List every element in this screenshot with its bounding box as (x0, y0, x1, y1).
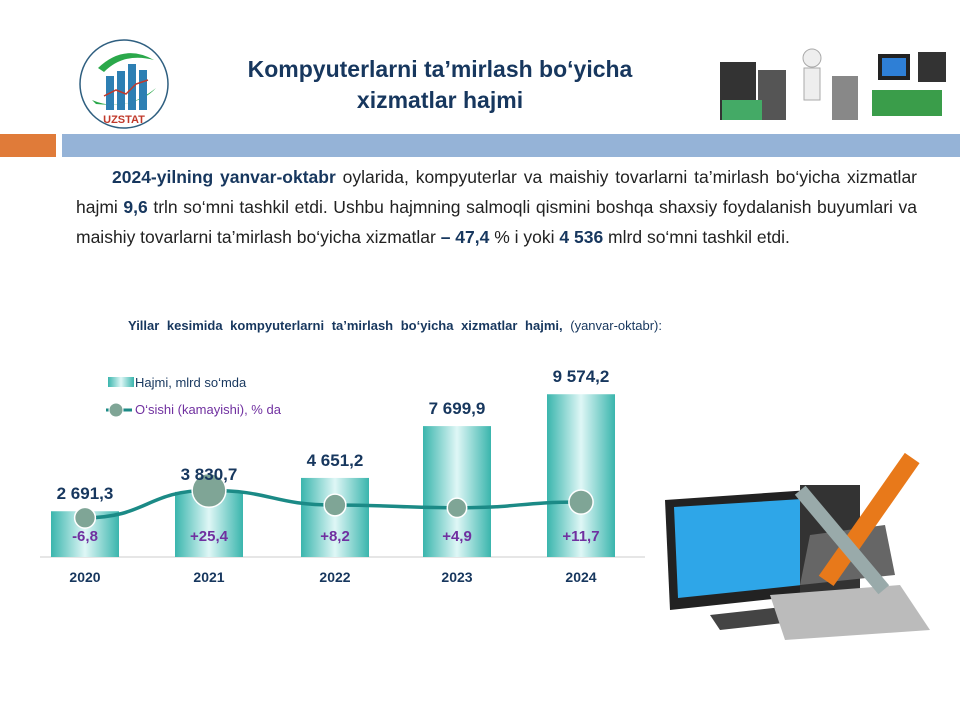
legend-bar-swatch (108, 377, 134, 387)
growth-value-label: +25,4 (190, 528, 229, 545)
growth-marker-2024 (568, 489, 594, 515)
summary-paragraph: 2024-yilning yanvar-oktabr oylarida, kom… (76, 167, 918, 247)
title-line-2: xizmatlar hajmi (356, 87, 524, 113)
uzstat-logo: UZSTAT (78, 38, 170, 135)
bar-value-label: 9 574,2 (553, 367, 610, 386)
growth-value-label: +4,9 (442, 528, 472, 545)
bar-value-label: 4 651,2 (307, 451, 364, 470)
svg-text:UZSTAT: UZSTAT (103, 114, 145, 126)
orange-band (0, 134, 56, 157)
chart-title: Yillar kesimida kompyuterlarni ta’mirlas… (128, 318, 662, 333)
growth-value-label: +11,7 (562, 528, 599, 545)
x-tick-label: 2021 (193, 569, 224, 585)
computer-repair-illustration (660, 435, 950, 650)
x-tick-label: 2022 (319, 569, 350, 585)
legend-line-label: O‘sishi (kamayishi), % da (135, 402, 282, 417)
x-tick-label: 2023 (441, 569, 472, 585)
computer-parts-image (712, 40, 952, 135)
bar-2022 (301, 477, 369, 557)
legend-bar-label: Hajmi, mlrd so‘mda (135, 375, 247, 390)
growth-value-label: +8,2 (320, 528, 350, 545)
x-tick-label: 2024 (565, 569, 596, 585)
growth-marker-2022 (323, 493, 347, 517)
bar-value-label: 3 830,7 (181, 465, 238, 484)
chart: Hajmi, mlrd so‘mda O‘sishi (kamayishi), … (40, 367, 645, 585)
legend: Hajmi, mlrd so‘mda O‘sishi (kamayishi), … (106, 375, 282, 418)
legend-line-marker (108, 402, 124, 418)
bar-value-label: 2 691,3 (57, 484, 114, 503)
growth-marker-2020 (73, 506, 97, 529)
page-title: Kompyuterlarni ta’mirlash bo‘yicha xizmat… (170, 54, 710, 116)
bar-2024 (547, 394, 615, 557)
growth-marker-2021 (191, 472, 227, 509)
growth-marker-2023 (446, 497, 468, 519)
x-tick-label: 2020 (69, 569, 100, 585)
blue-band (62, 134, 960, 157)
bar-2023 (423, 426, 491, 557)
title-line-1: Kompyuterlarni ta’mirlash bo‘yicha (247, 56, 633, 82)
growth-value-label: -6,8 (72, 528, 98, 545)
bar-value-label: 7 699,9 (429, 399, 486, 418)
